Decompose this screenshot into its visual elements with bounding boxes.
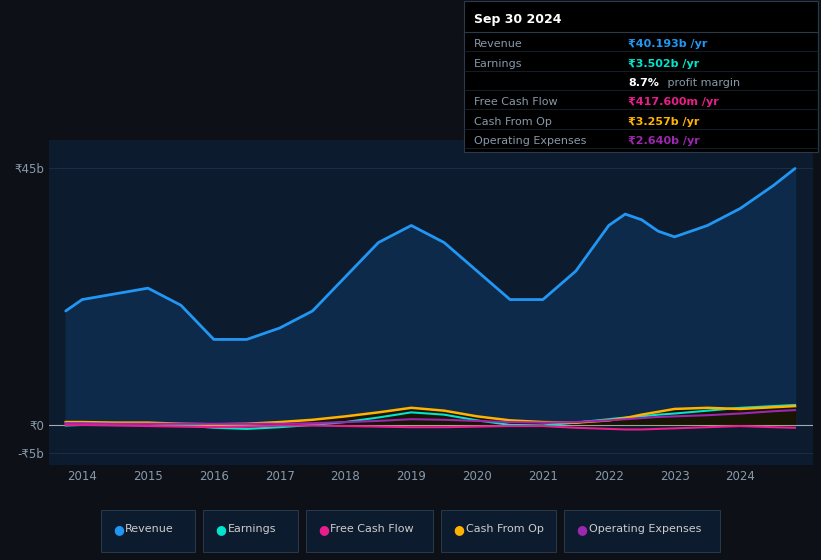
Text: ●: ●	[112, 522, 124, 536]
Text: Free Cash Flow: Free Cash Flow	[474, 97, 557, 108]
Text: Earnings: Earnings	[474, 59, 522, 69]
Text: Free Cash Flow: Free Cash Flow	[330, 524, 414, 534]
Text: Operating Expenses: Operating Expenses	[589, 524, 701, 534]
Text: Revenue: Revenue	[125, 524, 174, 534]
Text: ₹40.193b /yr: ₹40.193b /yr	[628, 39, 708, 49]
Text: Earnings: Earnings	[228, 524, 277, 534]
Text: 8.7%: 8.7%	[628, 78, 659, 88]
Text: ●: ●	[454, 522, 465, 536]
Text: Revenue: Revenue	[474, 39, 522, 49]
Text: Cash From Op: Cash From Op	[474, 116, 552, 127]
Text: Cash From Op: Cash From Op	[466, 524, 544, 534]
Text: Sep 30 2024: Sep 30 2024	[474, 12, 562, 26]
Text: ₹417.600m /yr: ₹417.600m /yr	[628, 97, 719, 108]
Text: ●: ●	[215, 522, 227, 536]
Text: ₹3.257b /yr: ₹3.257b /yr	[628, 116, 699, 127]
Text: profit margin: profit margin	[664, 78, 741, 88]
Text: Operating Expenses: Operating Expenses	[474, 136, 586, 146]
Text: ₹2.640b /yr: ₹2.640b /yr	[628, 136, 699, 146]
Text: ₹3.502b /yr: ₹3.502b /yr	[628, 59, 699, 69]
Text: ●: ●	[576, 522, 588, 536]
Text: ●: ●	[318, 522, 329, 536]
